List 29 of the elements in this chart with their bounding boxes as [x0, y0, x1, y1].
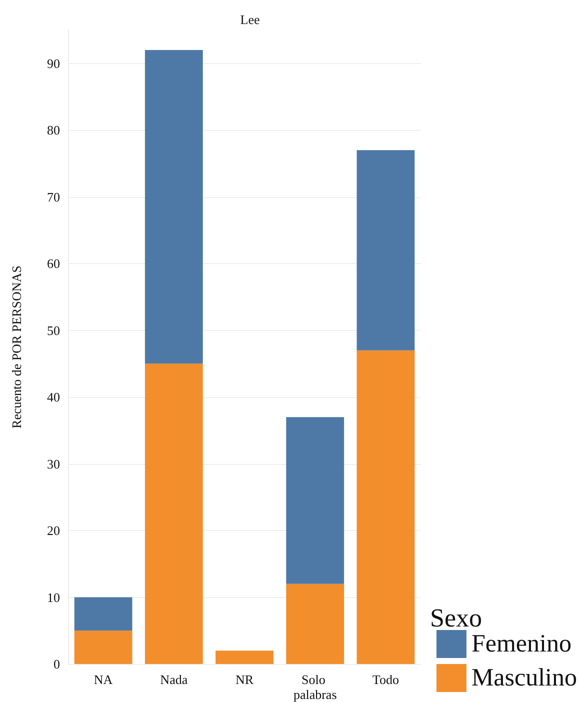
bar: [356, 150, 415, 350]
x-tick-label: NR: [235, 672, 254, 687]
bar: [286, 417, 344, 584]
y-tick-label: 30: [47, 456, 60, 472]
y-tick-label: 60: [47, 256, 60, 272]
legend-title: Sexo: [430, 604, 482, 632]
y-tick-label: 0: [54, 656, 60, 672]
y-tick-label: 10: [47, 590, 60, 605]
y-tick-label: 50: [47, 322, 60, 338]
y-tick-label: 40: [47, 390, 60, 405]
bar: [74, 597, 132, 631]
bar: [144, 50, 203, 364]
y-tick-label: 90: [47, 56, 60, 71]
x-tick-label: Solo palabras: [293, 672, 337, 702]
bar: [216, 650, 274, 664]
bar: [286, 584, 344, 664]
bar: [74, 630, 132, 664]
x-tick-label: Nada: [160, 672, 188, 687]
y-tick-label: 80: [47, 122, 60, 138]
y-axis-title: Recuento de POR PERSONAS: [9, 266, 24, 428]
legend-label: Femenino: [471, 630, 572, 658]
bar: [144, 364, 203, 664]
x-tick-label: NA: [94, 672, 114, 687]
y-tick-label: 20: [47, 523, 60, 538]
bar: [356, 350, 415, 664]
y-tick-label: 70: [47, 189, 60, 204]
x-tick-label: Todo: [372, 672, 399, 687]
chart-title: Lee: [240, 12, 260, 27]
legend-label: Masculino: [471, 664, 578, 692]
